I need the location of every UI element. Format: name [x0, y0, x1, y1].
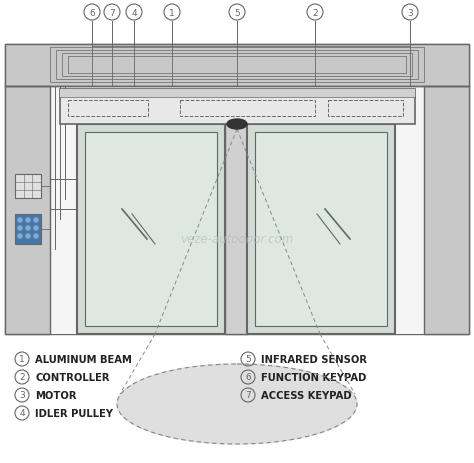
Circle shape: [18, 219, 22, 223]
Bar: [56, 51, 418, 80]
Bar: [60, 90, 415, 125]
Ellipse shape: [117, 364, 357, 444]
Text: 6: 6: [89, 8, 95, 18]
Text: 5: 5: [234, 8, 240, 18]
Bar: [424, 87, 469, 334]
Text: ALUMINUM BEAM: ALUMINUM BEAM: [35, 354, 132, 364]
Bar: [180, 101, 315, 117]
Bar: [5, 87, 50, 334]
Circle shape: [18, 234, 22, 238]
Text: 2: 2: [312, 8, 318, 18]
Text: 3: 3: [407, 8, 413, 18]
Bar: [60, 90, 415, 98]
Bar: [50, 48, 424, 83]
Bar: [5, 87, 50, 334]
Bar: [225, 125, 247, 334]
Text: 2: 2: [19, 373, 25, 382]
Text: FUNCTION KEYPAD: FUNCTION KEYPAD: [261, 372, 366, 382]
Bar: [5, 45, 469, 87]
Ellipse shape: [227, 120, 247, 130]
Text: 4: 4: [19, 409, 25, 418]
Bar: [85, 133, 217, 326]
Bar: [247, 125, 395, 334]
Bar: [255, 133, 387, 326]
Bar: [68, 101, 148, 117]
Text: INFRARED SENSOR: INFRARED SENSOR: [261, 354, 367, 364]
Text: CONTROLLER: CONTROLLER: [35, 372, 109, 382]
Bar: [68, 57, 406, 74]
Circle shape: [18, 226, 22, 231]
Text: 1: 1: [169, 8, 175, 18]
Bar: [62, 54, 412, 77]
Bar: [424, 87, 469, 334]
Text: ACCESS KEYPAD: ACCESS KEYPAD: [261, 390, 352, 400]
Circle shape: [26, 226, 30, 231]
Bar: [50, 87, 424, 334]
Circle shape: [26, 219, 30, 223]
Bar: [77, 125, 225, 334]
Text: 1: 1: [19, 355, 25, 364]
Circle shape: [34, 226, 38, 231]
Text: IDLER PULLEY: IDLER PULLEY: [35, 408, 113, 418]
Text: 5: 5: [245, 355, 251, 364]
Bar: [5, 45, 469, 87]
Circle shape: [34, 219, 38, 223]
Text: 4: 4: [131, 8, 137, 18]
Circle shape: [26, 234, 30, 238]
Text: 6: 6: [245, 373, 251, 382]
Bar: [15, 214, 41, 244]
Circle shape: [34, 234, 38, 238]
Text: 7: 7: [245, 391, 251, 400]
Bar: [15, 175, 41, 199]
Text: MOTOR: MOTOR: [35, 390, 76, 400]
Text: 7: 7: [109, 8, 115, 18]
Bar: [328, 101, 403, 117]
Text: 3: 3: [19, 391, 25, 400]
Bar: [5, 45, 469, 334]
Text: veze-autodoor.com: veze-autodoor.com: [181, 233, 293, 246]
